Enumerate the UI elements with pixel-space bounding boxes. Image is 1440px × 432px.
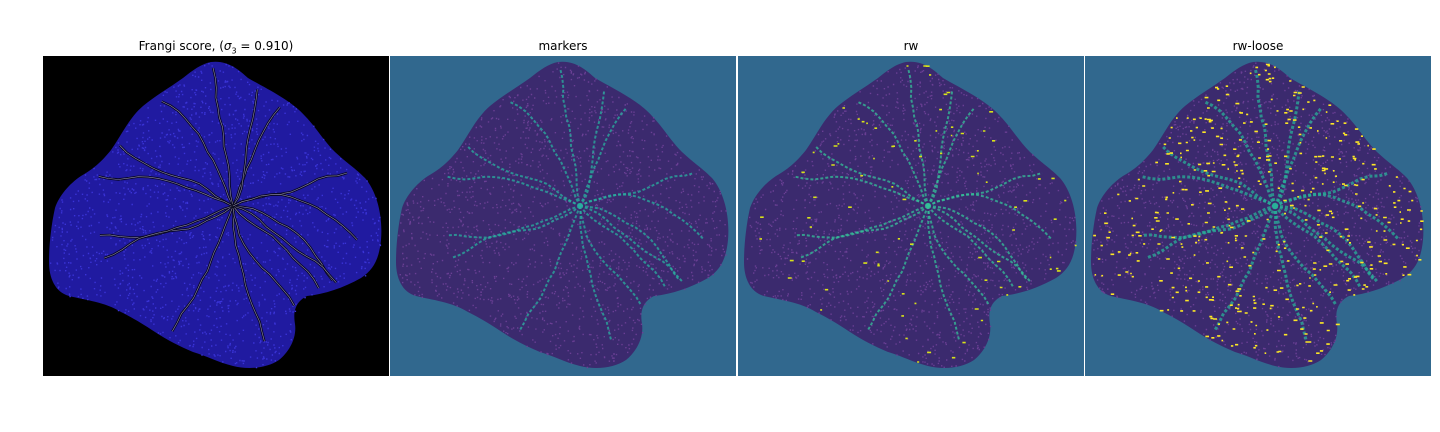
vessel-line [579, 205, 681, 282]
panel-title: rw-loose [1232, 39, 1284, 53]
vessel-line [508, 100, 581, 207]
marker-texture [398, 62, 727, 369]
vessel-line [445, 175, 581, 207]
vessel-line [579, 205, 684, 284]
vessel-line [1273, 205, 1363, 289]
vessel-line [579, 106, 628, 207]
texture-dots [746, 65, 1077, 368]
vessel-line [927, 205, 1032, 284]
markers-image [390, 56, 736, 376]
title-text: Frangi score, ( [138, 39, 224, 53]
vessel-line [579, 205, 613, 342]
vessel-line [907, 67, 929, 207]
vessel-line [1253, 67, 1277, 207]
rw-image [738, 56, 1084, 376]
vessel-line [927, 205, 1015, 289]
vessel-edge [119, 145, 234, 207]
vessel-line [1274, 193, 1401, 241]
vessel-edge [232, 107, 281, 207]
rw-loose-image [1085, 56, 1431, 376]
vessel-line [1145, 204, 1276, 260]
vessel-line [446, 205, 581, 239]
panel-title: Frangi score, (σ3 = 0.910) [43, 38, 389, 59]
vessel-line [927, 193, 1053, 241]
vessel-line [579, 89, 606, 207]
vessel-line [927, 106, 976, 207]
tissue-region [49, 61, 382, 368]
vessel-line [1140, 174, 1276, 208]
vessel-edge [103, 205, 234, 259]
vessel-line [927, 205, 991, 307]
vessel-edge [212, 68, 234, 207]
panel-title: markers [538, 39, 588, 53]
vessel-line [518, 205, 581, 332]
vessel-line [1212, 205, 1277, 333]
vessel-line [866, 205, 929, 332]
vessel-line [798, 205, 929, 260]
vessel-texture [49, 63, 382, 369]
vessel-line [793, 175, 929, 207]
vessel-edge [232, 205, 319, 289]
title-symbol: σ [223, 39, 232, 53]
vessel-line [1141, 204, 1276, 240]
vessel-edge [232, 205, 337, 283]
panel-frangi-score: Frangi score, (σ3 = 0.910) [43, 0, 389, 432]
vessel-line [1273, 205, 1308, 342]
vessel-edge [232, 89, 258, 207]
vessel-edge [172, 205, 234, 332]
tissue-region [744, 61, 1077, 368]
vessel-line [927, 205, 961, 342]
vessel-line [927, 89, 954, 207]
vessel-line [814, 144, 929, 207]
vessel-line [1273, 89, 1301, 207]
tissue-region [396, 61, 729, 368]
rw-texture [746, 65, 1077, 368]
rw-loose-texture [1092, 62, 1424, 368]
vessel-edge [232, 205, 295, 306]
texture-dots [398, 62, 727, 369]
title-subscript: 3 [231, 46, 237, 56]
vessel-line [579, 205, 667, 289]
vessel-line [1274, 204, 1380, 284]
vessel-line [1203, 100, 1277, 207]
vessel-line [579, 193, 705, 241]
vessel-line [927, 205, 1029, 282]
vessel-line [450, 205, 581, 260]
tissue-region [1091, 61, 1424, 368]
vessel-line [579, 205, 643, 307]
panel-markers: markers [390, 0, 736, 432]
panel-title: rw [903, 39, 919, 53]
title-value: = 0.910) [236, 39, 294, 53]
vessel-edge [98, 176, 234, 207]
panel-rw-loose: rw-loose [1085, 0, 1431, 432]
vessel-line [466, 144, 581, 207]
vessel-edge [232, 205, 333, 281]
vessel-line [1273, 106, 1324, 207]
vessel-line [559, 67, 581, 207]
vessel-line [794, 205, 929, 239]
panel-rw: rw [738, 0, 1084, 432]
vessel-edge [232, 205, 265, 342]
frangi-score-image [43, 56, 389, 376]
vessel-edge [232, 194, 358, 241]
vessel-line [1160, 144, 1276, 208]
vessel-line [856, 100, 929, 207]
vessel-line [1273, 205, 1338, 307]
vessel-edge [161, 101, 234, 207]
vessel-line [1274, 204, 1376, 282]
